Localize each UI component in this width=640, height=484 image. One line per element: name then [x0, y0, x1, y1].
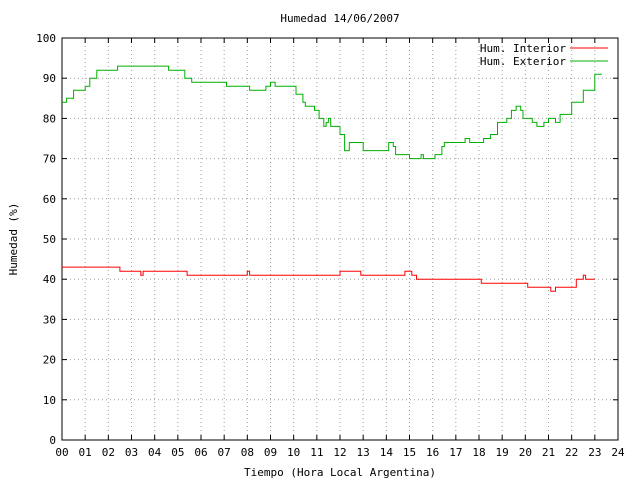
y-tick-label: 90	[43, 72, 56, 85]
y-axis-label: Humedad (%)	[7, 203, 20, 276]
series-line-interior	[62, 266, 595, 292]
chart-title: Humedad 14/06/2007	[280, 12, 399, 25]
y-tick-label: 60	[43, 193, 56, 206]
x-tick-label: 05	[171, 446, 184, 459]
x-tick-label: 18	[472, 446, 485, 459]
x-tick-label: 14	[380, 446, 394, 459]
x-axis-label: Tiempo (Hora Local Argentina)	[244, 466, 436, 479]
y-tick-label: 10	[43, 394, 56, 407]
x-tick-label: 19	[496, 446, 509, 459]
x-tick-label: 00	[55, 446, 68, 459]
x-tick-label: 15	[403, 446, 416, 459]
x-tick-label: 10	[287, 446, 300, 459]
x-tick-label: 13	[357, 446, 370, 459]
grid	[62, 38, 618, 440]
x-tick-label: 08	[241, 446, 254, 459]
legend-label-interior: Hum. Interior	[480, 42, 566, 55]
y-tick-label: 50	[43, 233, 56, 246]
y-tick-label: 80	[43, 112, 56, 125]
x-tick-label: 04	[148, 446, 162, 459]
series-line-exterior	[62, 65, 602, 160]
x-tick-label: 21	[542, 446, 555, 459]
x-tick-label: 16	[426, 446, 439, 459]
axis-ticks: 0 10 20 30 40 50 60 70 80 90 100 00 01 02 03 04 05 06 07 08…	[36, 32, 625, 459]
y-tick-label: 0	[49, 434, 56, 447]
x-tick-label: 07	[218, 446, 231, 459]
y-tick-label: 20	[43, 354, 56, 367]
legend: Hum. Interior Hum. Exterior	[480, 42, 608, 68]
x-tick-label: 17	[449, 446, 462, 459]
legend-label-exterior: Hum. Exterior	[480, 55, 566, 68]
y-tick-label: 70	[43, 153, 56, 166]
x-tick-label: 11	[310, 446, 323, 459]
x-tick-label: 23	[588, 446, 601, 459]
x-tick-label: 09	[264, 446, 277, 459]
x-tick-label: 24	[611, 446, 625, 459]
y-tick-label: 100	[36, 32, 56, 45]
x-tick-label: 02	[102, 446, 115, 459]
series-lines	[62, 65, 602, 292]
x-tick-label: 01	[79, 446, 92, 459]
x-tick-label: 03	[125, 446, 138, 459]
x-tick-label: 22	[565, 446, 578, 459]
x-tick-label: 20	[519, 446, 532, 459]
y-tick-label: 40	[43, 273, 56, 286]
x-tick-label: 12	[333, 446, 346, 459]
x-tick-label: 06	[194, 446, 207, 459]
y-tick-label: 30	[43, 313, 56, 326]
